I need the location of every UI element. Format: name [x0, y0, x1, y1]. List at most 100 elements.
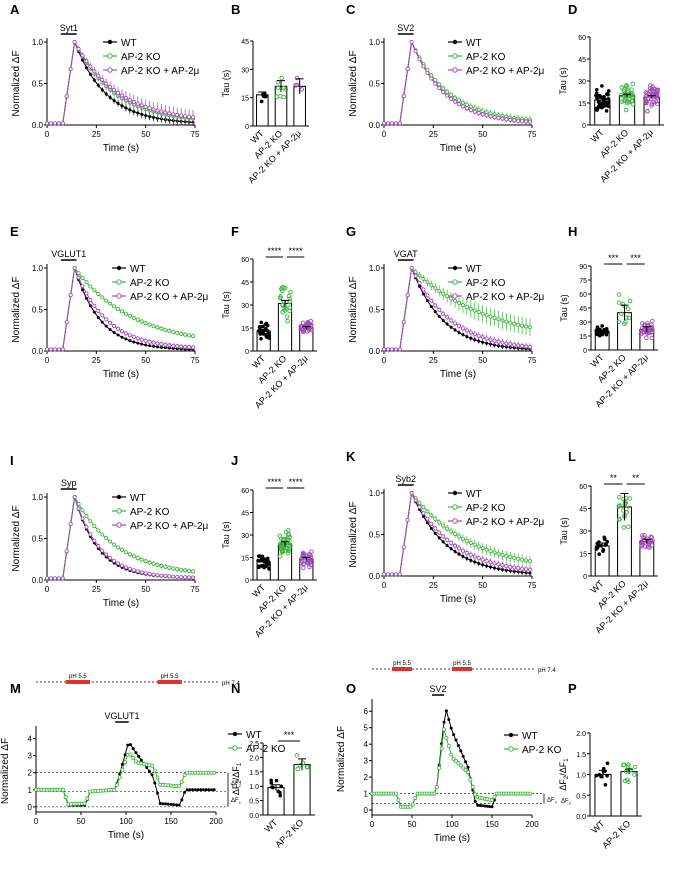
data-point: [433, 303, 438, 308]
data-point: [597, 552, 602, 556]
data-point: [60, 121, 65, 126]
data-point: [433, 526, 438, 531]
legend-label: WT: [246, 730, 262, 741]
legend-marker: [452, 53, 458, 59]
data-point: [96, 73, 101, 78]
data-point: [187, 568, 192, 573]
data-point: [112, 99, 116, 103]
data-point: [117, 775, 122, 780]
data-point: [261, 92, 265, 97]
y-tick-label: 15: [579, 552, 587, 559]
x-axis-label: Time (s): [440, 369, 476, 380]
y-tick-label: 2.0: [576, 731, 586, 738]
data-point: [504, 553, 509, 558]
data-point: [480, 557, 485, 562]
data-point: [453, 321, 458, 326]
data-point: [606, 96, 611, 101]
data-point: [429, 526, 433, 530]
y-tick-label: 4: [28, 735, 33, 744]
data-point: [629, 87, 634, 92]
data-point: [137, 754, 141, 758]
data-point: [80, 508, 85, 513]
significance-label: **: [610, 473, 618, 483]
data-point: [508, 569, 512, 573]
data-point: [605, 773, 609, 778]
panel-letter: P: [568, 681, 577, 696]
x-tick-label: 150: [164, 817, 178, 826]
data-point: [492, 550, 497, 555]
data-point: [163, 346, 167, 350]
data-point: [453, 531, 458, 536]
x-axis-label: Time (s): [440, 143, 476, 154]
data-point: [96, 544, 101, 549]
data-point: [64, 320, 69, 325]
legend-label: AP-2 KO + AP-2μ: [466, 292, 545, 303]
data-point: [179, 344, 184, 349]
delta-subscript: 2: [239, 783, 242, 788]
data-point: [166, 802, 170, 806]
data-point: [276, 789, 281, 794]
y-axis-label: ΔF2/ΔF1: [558, 758, 570, 791]
y-tick-label: 15: [241, 96, 249, 103]
legend-marker: [452, 67, 458, 73]
data-point: [56, 347, 61, 352]
data-point: [135, 101, 140, 106]
data-point: [80, 283, 85, 288]
data-point: [76, 275, 81, 280]
data-point: [476, 310, 481, 315]
ph-bar: [392, 667, 412, 671]
y-axis-label-part: /ΔF: [558, 761, 568, 776]
data-point: [441, 540, 445, 544]
data-point: [147, 322, 152, 327]
category-label: WT: [589, 578, 606, 595]
y-tick-label: 60: [241, 257, 249, 264]
data-point: [119, 563, 124, 568]
data-point: [84, 514, 89, 519]
data-point: [92, 538, 97, 543]
data-point: [45, 347, 50, 352]
data-point: [131, 554, 136, 559]
y-axis-label: Normalized ΔF: [0, 738, 11, 804]
ph-bar-label: pH 5.5: [453, 661, 471, 667]
data-point: [425, 299, 429, 303]
data-point: [127, 566, 132, 571]
data-point: [112, 331, 116, 335]
data-point: [648, 534, 654, 539]
legend-label: AP-2 KO + AP-2μ: [466, 517, 545, 528]
data-point: [480, 311, 485, 316]
data-point: [171, 329, 176, 334]
data-point: [260, 563, 265, 568]
data-point: [196, 788, 200, 792]
data-point: [381, 347, 386, 352]
data-point: [393, 572, 398, 577]
data-point: [177, 803, 181, 807]
data-point: [468, 777, 473, 782]
y-tick-label: 0.0: [369, 121, 381, 130]
y-tick-label: 0.5: [369, 531, 381, 540]
x-tick-label: 75: [191, 585, 200, 594]
data-point: [140, 342, 144, 346]
category-label: WT: [262, 817, 279, 834]
data-point: [265, 323, 270, 328]
data-point: [116, 306, 121, 311]
data-point: [627, 496, 633, 501]
legend-marker: [452, 490, 458, 496]
data-point: [104, 536, 109, 541]
data-point: [266, 561, 270, 566]
data-point: [92, 288, 97, 293]
x-tick-label: 75: [528, 356, 537, 365]
series-wt: [382, 40, 532, 125]
data-point: [100, 320, 104, 324]
data-point: [449, 726, 453, 730]
y-tick-label: 30: [579, 529, 587, 536]
y-tick-label: 60: [579, 484, 587, 491]
category-label: WT: [250, 582, 267, 599]
legend: WT AP-2 KO AP-2 KO + AP-2μ: [112, 493, 209, 532]
data-point: [96, 308, 101, 313]
data-point: [187, 333, 192, 338]
data-point: [300, 550, 306, 556]
data-point: [96, 83, 100, 87]
bar: [256, 94, 269, 127]
data-point: [425, 516, 430, 521]
data-point: [124, 106, 128, 110]
